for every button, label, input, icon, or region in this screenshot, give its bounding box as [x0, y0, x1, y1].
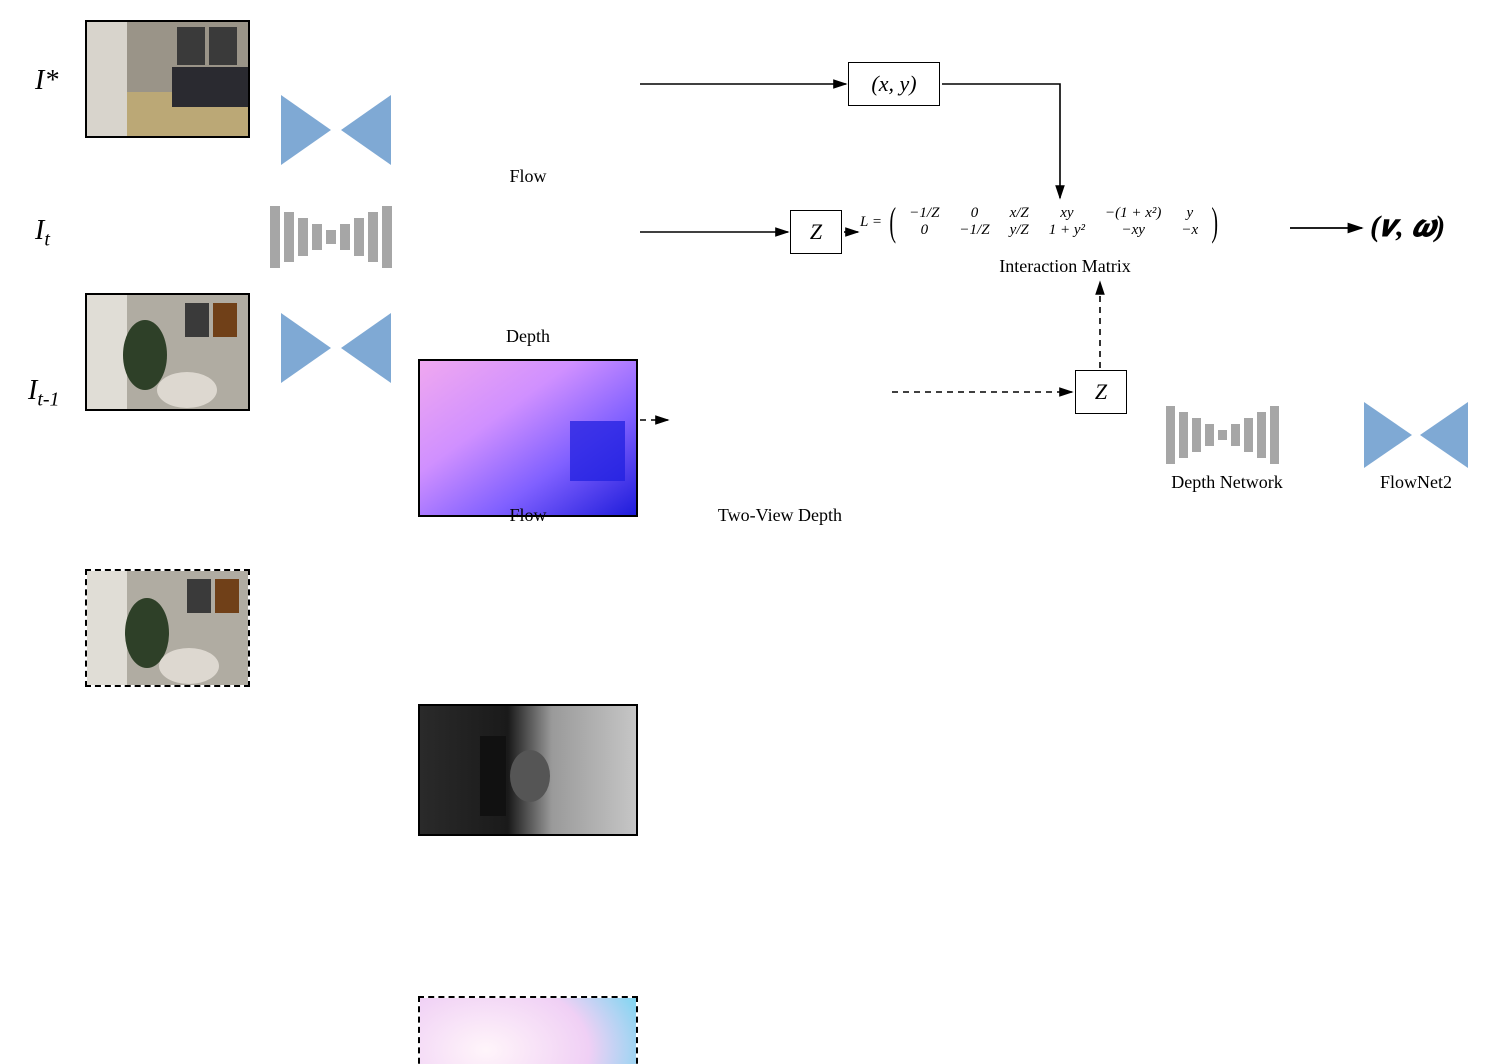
- arrows-layer: [0, 0, 1493, 532]
- input-image-previous: [85, 569, 250, 687]
- depth-image: [418, 704, 638, 836]
- flow-image-bottom: [418, 996, 638, 1064]
